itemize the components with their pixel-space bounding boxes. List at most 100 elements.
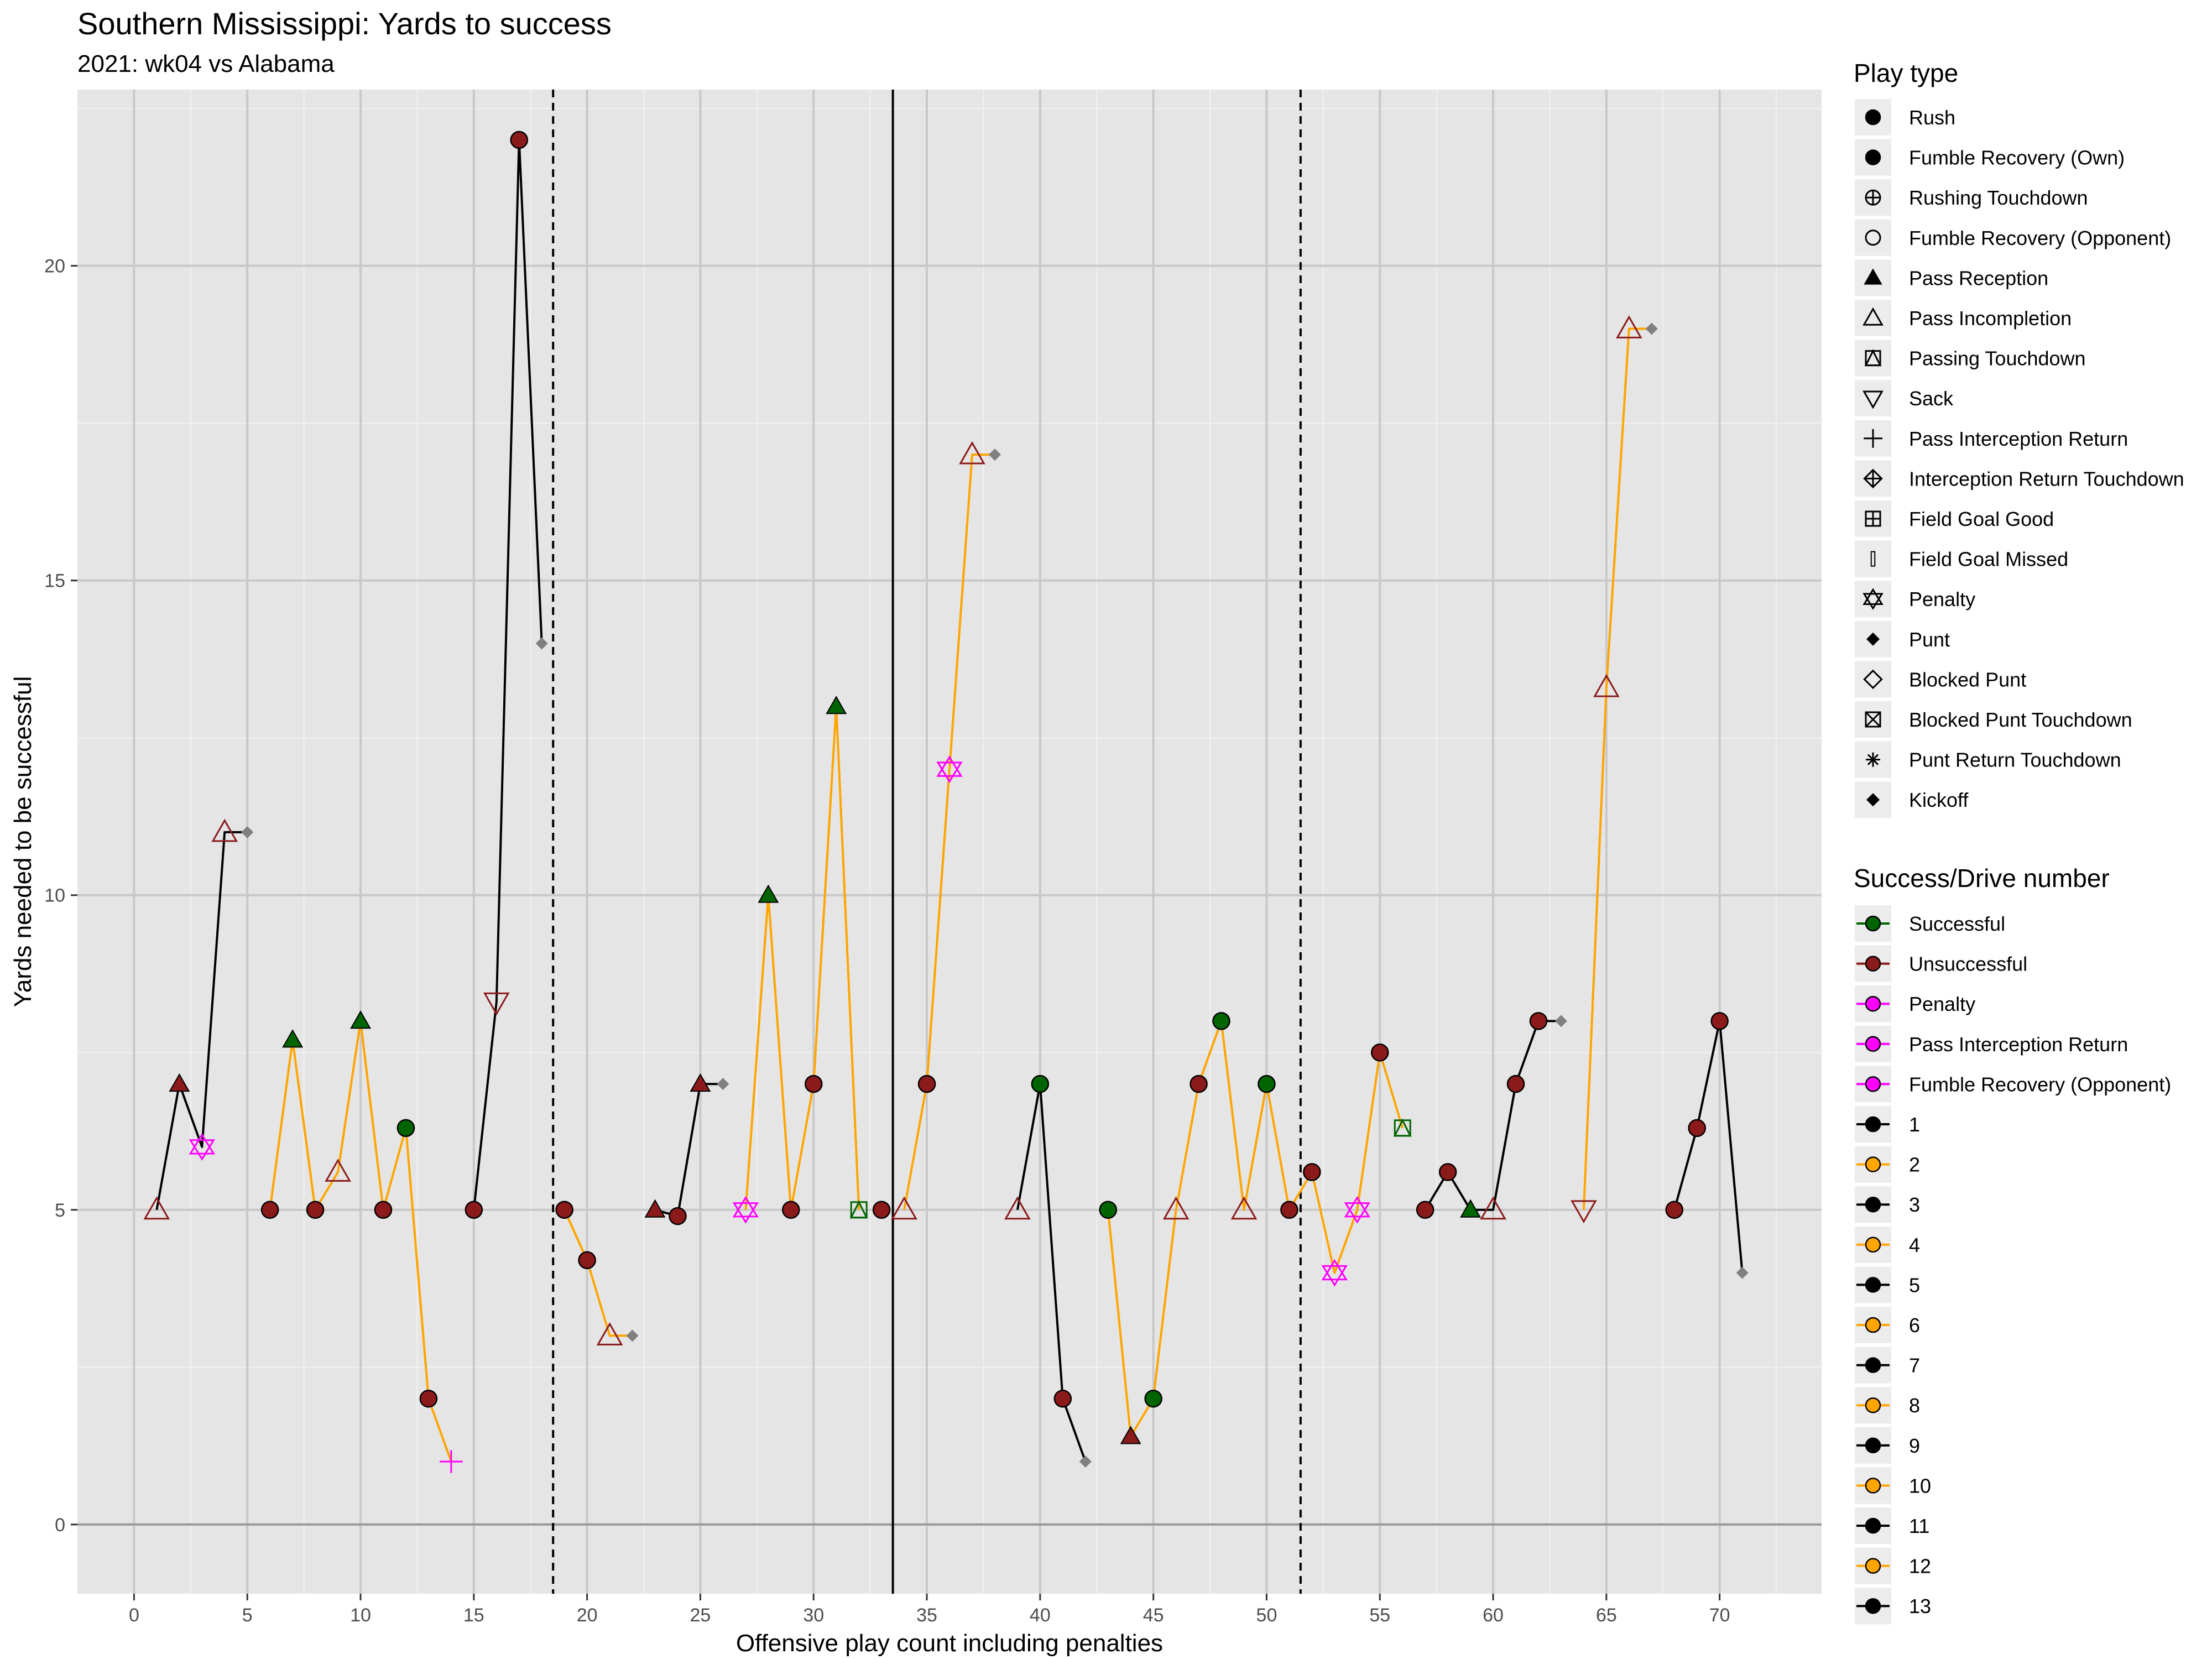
legend-label: 5 <box>1909 1274 1920 1296</box>
legend-play-type-title: Play type <box>1854 59 1958 87</box>
point-pass-reception-25 <box>690 1073 711 1092</box>
legend-label: Fumble Recovery (Opponent) <box>1909 227 2171 249</box>
point-rush-19 <box>555 1201 573 1219</box>
legend-play-type-item: Fumble Recovery (Own) <box>1855 139 2125 176</box>
legend-label: Blocked Punt <box>1909 668 2026 691</box>
x-tick-label: 70 <box>1709 1605 1730 1626</box>
legend-play-type-item: Rush <box>1855 99 1955 135</box>
legend-label: Penalty <box>1909 993 1975 1015</box>
legend-key <box>1855 540 1891 577</box>
x-tick-label: 65 <box>1596 1605 1617 1626</box>
point-rush-29 <box>782 1201 800 1219</box>
point-rush-50 <box>1258 1074 1276 1093</box>
point-rush-12 <box>397 1119 415 1138</box>
legend-label: Sack <box>1909 387 1954 410</box>
legend-play-type-item: Blocked Punt Touchdown <box>1855 701 2132 738</box>
point-punt-26 <box>717 1078 729 1091</box>
legend-play-type-item: Pass Incompletion <box>1855 300 2072 336</box>
point-rush-11 <box>374 1201 393 1219</box>
point-pass-incompletion-65 <box>1593 674 1620 697</box>
legend-label: Passing Touchdown <box>1909 347 2086 370</box>
legend-label: 7 <box>1909 1354 1920 1377</box>
point-penalty-3 <box>189 1133 215 1161</box>
point-rush-35 <box>917 1074 936 1093</box>
point-rush-15 <box>465 1201 483 1219</box>
x-tick-label: 45 <box>1143 1605 1164 1626</box>
legend-label: Fumble Recovery (Own) <box>1909 147 2125 169</box>
point-rush-17 <box>510 131 528 149</box>
point-pass-incompletion-1 <box>143 1196 170 1220</box>
legend-label: Field Goal Good <box>1909 508 2054 530</box>
point-punt-67 <box>1645 322 1658 335</box>
point-pass-incompletion-49 <box>1230 1196 1258 1220</box>
legend-success-drive-item: Fumble Recovery (Opponent) <box>1855 1066 2171 1103</box>
legend-play-type-item: Sack <box>1855 380 1954 417</box>
legend-success-drive-item: 2 <box>1855 1146 1920 1183</box>
point-rush-45 <box>1144 1389 1162 1408</box>
point-punt-71 <box>1736 1266 1749 1279</box>
point-penalty-36 <box>936 755 963 784</box>
point-rush-55 <box>1371 1044 1389 1062</box>
legend-play-type-item: Field Goal Missed <box>1855 540 2068 577</box>
chart-title: Southern Mississippi: Yards to success <box>77 6 612 41</box>
legend-success-drive-item: 10 <box>1855 1467 1931 1504</box>
legend-label: Fumble Recovery (Opponent) <box>1909 1073 2171 1095</box>
point-rush-47 <box>1190 1074 1208 1093</box>
y-tick-label: 5 <box>55 1200 65 1221</box>
point-pass-reception-44 <box>1120 1426 1141 1444</box>
legend-success-drive-item: Unsuccessful <box>1855 945 2027 982</box>
point-rush-40 <box>1031 1074 1050 1093</box>
reference-lines <box>77 90 1822 1594</box>
legend-play-type-item: Punt Return Touchdown <box>1855 741 2121 778</box>
legend-success-drive-item: 13 <box>1855 1588 1931 1625</box>
point-rush-57 <box>1416 1201 1434 1219</box>
drive-line-13 <box>1673 1020 1744 1273</box>
drive-line-10 <box>1107 1020 1404 1438</box>
legend-key <box>1855 581 1891 618</box>
x-tick-label: 55 <box>1369 1605 1390 1626</box>
point-pass-incompletion-9 <box>325 1159 351 1182</box>
y-tick-label: 20 <box>44 256 65 277</box>
point-punt-42 <box>1079 1455 1092 1468</box>
legend-label: 8 <box>1909 1394 1920 1417</box>
chart-subtitle: 2021: wk04 vs Alabama <box>77 50 335 77</box>
point-rush-48 <box>1212 1012 1230 1030</box>
legend-label: 9 <box>1909 1434 1920 1457</box>
point-sack-64 <box>1571 1200 1597 1224</box>
legend-label: 6 <box>1909 1314 1920 1337</box>
point-rush-6 <box>260 1201 279 1219</box>
drive-line-3 <box>472 139 543 1211</box>
point-passing-touchdown-56 <box>1393 1118 1412 1137</box>
legend-label: Successful <box>1909 912 2005 935</box>
x-tick-label: 25 <box>690 1605 711 1626</box>
y-axis-title: Yards needed to be successful <box>9 676 36 1007</box>
legend-label: Field Goal Missed <box>1909 548 2068 571</box>
point-pass-reception-28 <box>758 884 779 903</box>
drive-line-5 <box>654 1083 723 1218</box>
legend-play-type-item: Blocked Punt <box>1855 661 2026 698</box>
point-pass-incompletion-46 <box>1162 1196 1190 1220</box>
legend-key <box>1855 219 1891 256</box>
legend-label: Punt Return Touchdown <box>1909 749 2121 771</box>
legend-label: Rush <box>1909 106 1955 129</box>
legend-play-type-item: Penalty <box>1855 581 1975 618</box>
point-rush-68 <box>1665 1201 1684 1219</box>
legend-play-type-item: Pass Reception <box>1855 259 2048 296</box>
legend-play-type-item: Punt <box>1855 620 1950 658</box>
x-tick-label: 40 <box>1030 1605 1051 1626</box>
point-rush-58 <box>1438 1163 1457 1181</box>
legend-label: 10 <box>1909 1474 1931 1497</box>
legend-label: Penalty <box>1909 588 1975 611</box>
point-rush-30 <box>804 1074 823 1093</box>
point-rush-70 <box>1710 1012 1729 1030</box>
point-penalty-27 <box>732 1196 759 1224</box>
legend-label: Interception Return Touchdown <box>1909 467 2184 490</box>
legend-label: 1 <box>1909 1113 1920 1136</box>
x-tick-label: 15 <box>463 1605 484 1626</box>
point-pass-incompletion-37 <box>959 441 985 465</box>
legend-label: 2 <box>1909 1154 1920 1176</box>
point-pass-incompletion-21 <box>596 1322 623 1345</box>
legend-play-type-item: Rushing Touchdown <box>1855 179 2088 216</box>
legend-success-drive-item: 1 <box>1855 1106 1920 1142</box>
